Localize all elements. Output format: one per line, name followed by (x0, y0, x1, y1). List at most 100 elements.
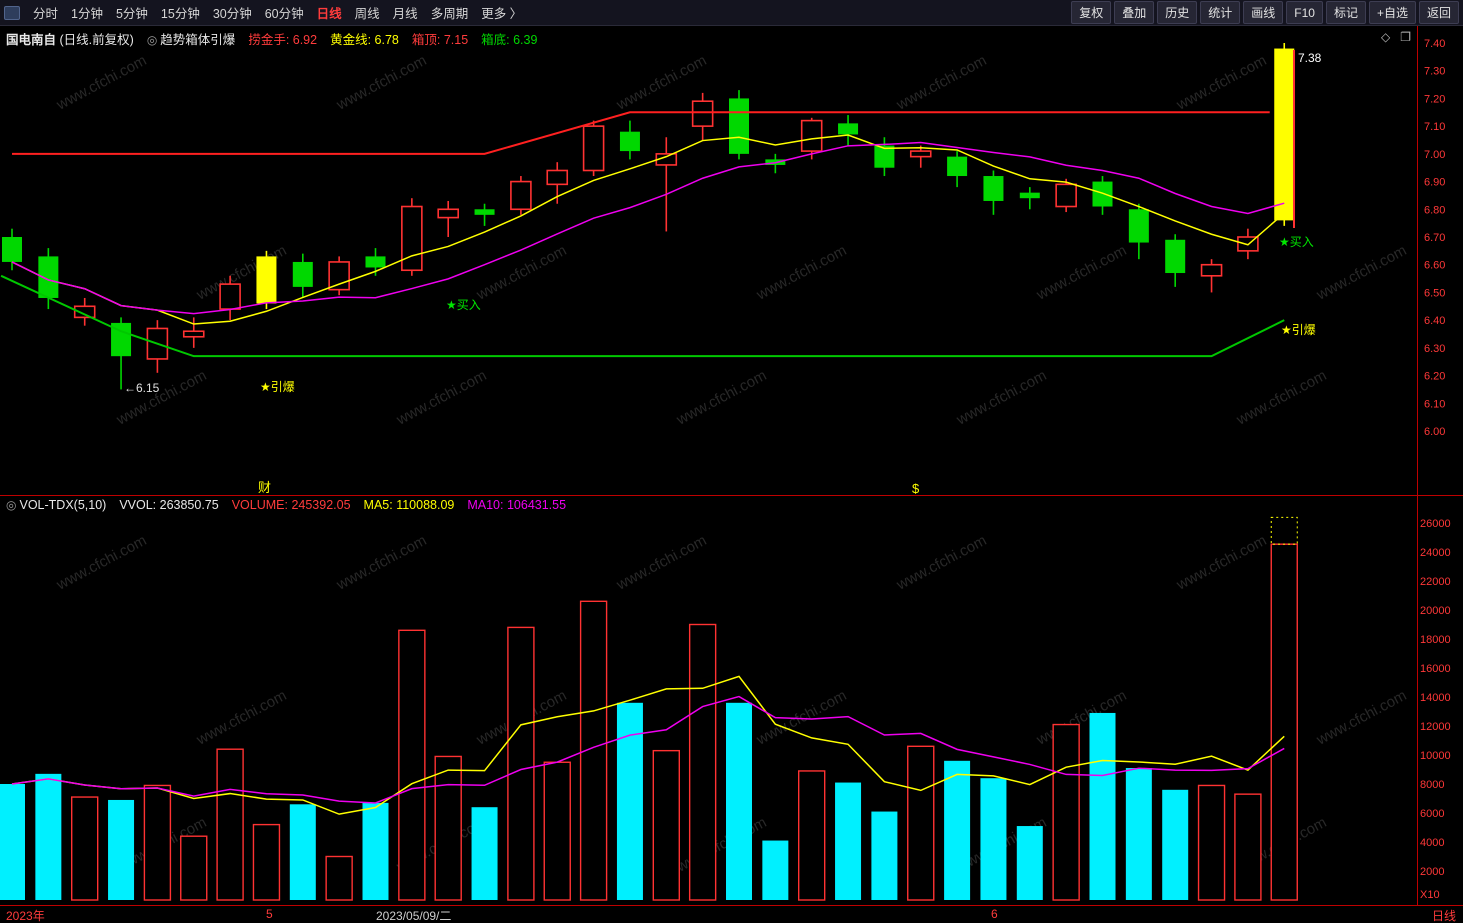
float-window-icon[interactable]: ❐ (1400, 30, 1411, 44)
svg-text:24000: 24000 (1420, 547, 1451, 559)
svg-text:7.40: 7.40 (1424, 38, 1445, 50)
volume-bar (398, 629, 426, 901)
value-vol-ma10: MA10: 106431.55 (467, 498, 567, 512)
candle-body (73, 305, 96, 319)
tab-timeshare[interactable]: 分时 (33, 7, 59, 21)
svg-text:22000: 22000 (1420, 576, 1451, 588)
period-indicator: 日线 (1432, 909, 1457, 923)
indicator-name: 趋势箱体引爆 (160, 33, 236, 47)
diamond-marker-icon[interactable]: ◇ (1381, 30, 1391, 44)
tab-daily[interactable]: 日线 (316, 7, 342, 21)
value-laojinshou: 捞金手: 6.92 (248, 33, 318, 47)
button-return[interactable]: 返回 (1418, 1, 1459, 24)
tab-more[interactable]: 更多 〉 (481, 7, 523, 21)
tab-multiperiod[interactable]: 多周期 (430, 7, 469, 21)
svg-text:16000: 16000 (1420, 663, 1451, 675)
candle-body (1274, 48, 1295, 221)
period-label: (日线.前复权) (59, 33, 134, 47)
candle-body (1128, 209, 1149, 243)
volume-bar (835, 782, 862, 900)
volume-bar (1016, 826, 1043, 900)
button-add-favorite[interactable]: +自选 (1368, 1, 1416, 24)
candle-body (729, 98, 749, 154)
tab-weekly[interactable]: 周线 (354, 7, 380, 21)
candle-body (2, 237, 22, 262)
svg-text:7.30: 7.30 (1424, 66, 1445, 78)
candle-body (437, 208, 460, 219)
volume-bar (762, 840, 789, 900)
volume-bar (543, 761, 571, 901)
volume-bar (652, 749, 680, 901)
buy-signal-2: ★买入 (1279, 235, 1314, 249)
volume-bar (871, 811, 898, 900)
candle-body (1200, 263, 1223, 277)
volume-bar (252, 823, 281, 901)
svg-text:6.40: 6.40 (1424, 315, 1445, 327)
tab-60min[interactable]: 60分钟 (264, 7, 304, 21)
volume-indicator-name: VOL-TDX(5,10) (19, 498, 107, 512)
candle-body (219, 283, 241, 310)
app-logo-icon[interactable] (4, 5, 20, 20)
watermark-text: www.cfchi.com (1233, 367, 1329, 429)
button-f10[interactable]: F10 (1286, 1, 1323, 24)
indicator-title[interactable]: ◎ 趋势箱体引爆 (147, 29, 236, 48)
chart-annotations: ←6.15 ★引爆 ★买入 ★买入 ★引爆 7.38 财 $ (124, 50, 1322, 496)
tab-15min[interactable]: 15分钟 (160, 7, 200, 21)
watermark-text: www.cfchi.com (753, 242, 849, 304)
volume-bar (579, 600, 608, 901)
button-adjust-rights[interactable]: 复权 (1071, 1, 1112, 24)
volume-info-bar: ◎ VOL-TDX(5,10) VVOL: 263850.75 VOLUME: 2… (6, 498, 566, 512)
date-label-may: 5 (266, 907, 273, 921)
volume-bar (180, 835, 208, 901)
candle-body (474, 209, 495, 215)
svg-text:20000: 20000 (1420, 605, 1451, 617)
svg-text:6.30: 6.30 (1424, 343, 1445, 355)
toolbar-buttons: 复权 叠加 历史 统计 画线 F10 标记 +自选 返回 (1071, 1, 1459, 24)
volume-ma-lines (11, 675, 1285, 815)
candle-body (1165, 239, 1186, 274)
value-box-bottom: 箱底: 6.39 (481, 33, 538, 47)
watermark-text: www.cfchi.com (613, 532, 709, 594)
volume-indicator-title[interactable]: ◎ VOL-TDX(5,10) (6, 498, 106, 512)
button-overlay[interactable]: 叠加 (1114, 1, 1155, 24)
watermark-text: www.cfchi.com (893, 52, 989, 114)
tab-5min[interactable]: 5分钟 (115, 7, 148, 21)
pane-corner-controls: ◇ ❐ (1381, 30, 1411, 44)
watermark-text: www.cfchi.com (1313, 242, 1409, 304)
tab-30min[interactable]: 30分钟 (212, 7, 252, 21)
button-draw-line[interactable]: 画线 (1243, 1, 1284, 24)
candle-body (365, 256, 386, 268)
button-history[interactable]: 历史 (1157, 1, 1198, 24)
watermark-text: www.cfchi.com (193, 687, 289, 749)
volume-ma5-line (11, 675, 1285, 815)
candle-body (1055, 183, 1077, 208)
volume-bar (362, 802, 389, 900)
svg-text:14000: 14000 (1420, 692, 1451, 704)
candle-body (838, 123, 859, 135)
stock-name: 国电南自 (6, 33, 57, 47)
box-bottom-line (0, 274, 1285, 358)
candle-body (1019, 192, 1040, 199)
value-box-top: 箱顶: 7.15 (411, 33, 469, 47)
watermark-text: www.cfchi.com (53, 52, 149, 114)
date-label-year: 2023年 (6, 909, 45, 923)
svg-text:12000: 12000 (1420, 721, 1451, 733)
volume-bar (325, 855, 353, 901)
price-ma5-line (11, 134, 1285, 325)
news-marker-dollar[interactable]: $ (912, 481, 920, 496)
news-marker-cai[interactable]: 财 (258, 480, 271, 495)
candle-body (619, 131, 640, 152)
candle-body (691, 100, 714, 127)
box-top-line (12, 111, 1270, 155)
button-statistics[interactable]: 统计 (1200, 1, 1241, 24)
value-volume: VOLUME: 245392.05 (231, 498, 351, 512)
volume-bar (289, 804, 316, 900)
button-mark[interactable]: 标记 (1325, 1, 1366, 24)
volume-bar (1125, 768, 1152, 900)
tab-monthly[interactable]: 月线 (392, 7, 418, 21)
tab-1min[interactable]: 1分钟 (71, 7, 103, 21)
svg-text:6.10: 6.10 (1424, 398, 1445, 410)
vvol-projection-box (1270, 516, 1298, 545)
volume-bar (1162, 789, 1189, 900)
